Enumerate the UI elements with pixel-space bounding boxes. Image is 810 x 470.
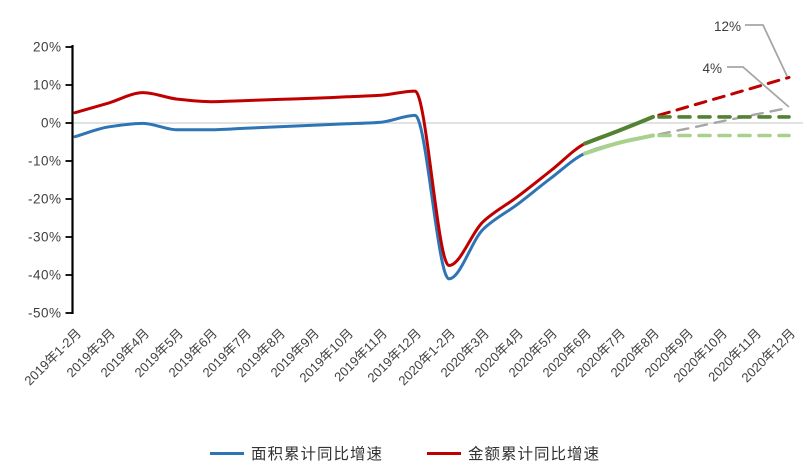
annotation-callout-line xyxy=(727,66,790,108)
y-tick-label: -50% xyxy=(28,306,62,321)
y-tick-label: -40% xyxy=(28,268,62,283)
series-amount-cumulative-yoy xyxy=(73,89,655,267)
y-tick-label: -30% xyxy=(28,230,62,245)
series-area-hold-rate-solid xyxy=(583,133,655,156)
legend-item-amount: 金额累计同比增速 xyxy=(427,442,600,464)
legend-label-area: 面积累计同比增速 xyxy=(250,446,383,463)
annotation-callout-line xyxy=(745,24,788,77)
chart-legend: 面积累计同比增速 金额累计同比增速 xyxy=(0,442,810,464)
y-tick-label: 0% xyxy=(41,116,62,131)
series-area-cumulative-yoy xyxy=(73,113,655,281)
annotation-value-label: 4% xyxy=(702,61,722,76)
series-amount-forecast xyxy=(651,75,791,119)
legend-line-sample-red xyxy=(427,451,461,455)
annotation-value-label: 12% xyxy=(714,19,741,34)
legend-label-amount: 金额累计同比增速 xyxy=(468,446,601,463)
y-tick-label: 20% xyxy=(33,40,62,55)
y-tick-label: -20% xyxy=(28,192,62,207)
y-tick-label: -10% xyxy=(28,154,62,169)
series-amount-hold-rate-solid xyxy=(583,114,655,146)
legend-item-area: 面积累计同比增速 xyxy=(209,442,383,464)
legend-line-sample-blue xyxy=(209,451,244,455)
series-area-forecast xyxy=(651,106,791,137)
y-tick-label: 10% xyxy=(33,78,62,93)
